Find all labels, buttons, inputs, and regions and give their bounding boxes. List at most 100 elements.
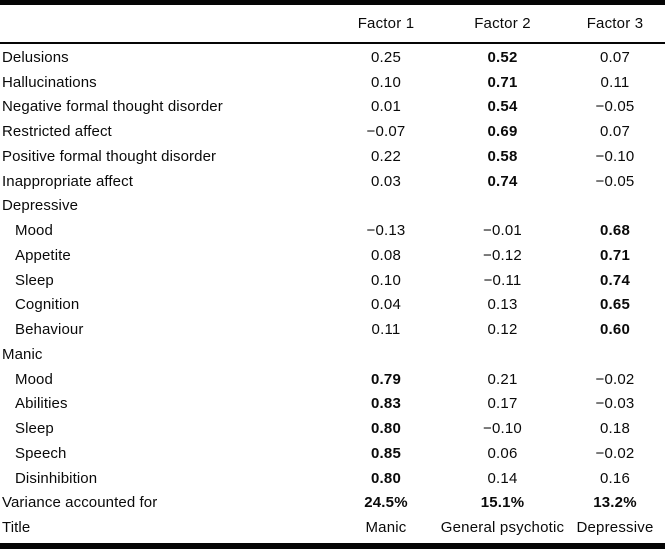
cell-value: 0.14	[487, 469, 518, 487]
cell-value: 0.83	[371, 395, 401, 413]
cell-value: 0.71	[600, 246, 630, 264]
row-label: Cognition	[15, 296, 80, 314]
row-label: Appetite	[15, 246, 71, 264]
cell-value: 0.21	[487, 370, 518, 388]
table-row: Disinhibition 0.80 0.14 0.16	[0, 466, 665, 491]
table-row: Sleep 0.10 −0.11 0.74	[0, 268, 665, 293]
row-label: Depressive	[2, 197, 79, 215]
cell-value: 0.11	[371, 321, 401, 339]
row-label: Sleep	[15, 420, 54, 438]
section-row: Depressive	[0, 194, 665, 219]
table-row: Mood −0.13 −0.01 0.68	[0, 218, 665, 243]
table-row: Hallucinations 0.10 0.71 0.11	[0, 70, 665, 95]
row-label: Manic	[2, 345, 43, 363]
cell-value: 0.17	[487, 395, 518, 413]
row-label: Sleep	[15, 271, 54, 289]
cell-value: 13.2%	[593, 494, 637, 512]
table-row: Inappropriate affect 0.03 0.74 −0.05	[0, 169, 665, 194]
row-label: Positive formal thought disorder	[2, 147, 217, 165]
cell-value: Depressive	[576, 519, 654, 537]
table-row: Mood 0.79 0.21 −0.02	[0, 367, 665, 392]
table-row: Abilities 0.83 0.17 −0.03	[0, 392, 665, 417]
row-label: Restricted affect	[2, 123, 112, 141]
cell-value: 0.79	[371, 370, 401, 388]
cell-value: −0.10	[483, 420, 522, 438]
cell-value: 0.01	[371, 98, 401, 116]
cell-value: 0.74	[487, 172, 518, 190]
cell-value: 0.65	[600, 296, 630, 314]
cell-value: 0.06	[487, 444, 518, 462]
cell-value: 0.25	[371, 48, 401, 66]
cell-value: −0.03	[595, 395, 635, 413]
row-label: Behaviour	[15, 321, 84, 339]
cell-value: 0.18	[600, 420, 630, 438]
row-label: Hallucinations	[2, 73, 97, 91]
cell-value: 0.80	[371, 469, 401, 487]
cell-value: Manic	[365, 519, 407, 537]
cell-value: −0.05	[595, 98, 635, 116]
table-row: Cognition 0.04 0.13 0.65	[0, 293, 665, 318]
row-label: Inappropriate affect	[2, 172, 133, 190]
cell-value: −0.13	[366, 222, 406, 240]
row-label: Disinhibition	[15, 469, 98, 487]
cell-value: 0.58	[487, 147, 518, 165]
table-row: Delusions 0.25 0.52 0.07	[0, 45, 665, 70]
column-header-factor-2: Factor 2	[474, 15, 531, 32]
cell-value: −0.10	[595, 147, 635, 165]
table-bottom-rule	[0, 543, 665, 549]
cell-value: −0.07	[366, 123, 406, 141]
cell-value: 0.85	[371, 444, 401, 462]
table-header-row: Factor 1 Factor 2 Factor 3	[0, 5, 665, 44]
cell-value: −0.01	[483, 222, 522, 240]
cell-value: 0.03	[371, 172, 401, 190]
cell-value: −0.11	[483, 271, 522, 289]
table-row: Speech 0.85 0.06 −0.02	[0, 441, 665, 466]
cell-value: −0.12	[483, 246, 522, 264]
section-row: Manic	[0, 342, 665, 367]
cell-value: 0.71	[487, 73, 518, 91]
cell-value: 0.08	[371, 246, 401, 264]
cell-value: 0.16	[600, 469, 630, 487]
cell-value: −0.02	[595, 444, 635, 462]
row-label: Abilities	[15, 395, 68, 413]
cell-value: −0.02	[595, 370, 635, 388]
cell-value: −0.05	[595, 172, 635, 190]
cell-value: 0.13	[487, 296, 518, 314]
cell-value: 0.68	[600, 222, 630, 240]
table-row: Variance accounted for 24.5% 15.1% 13.2%	[0, 491, 665, 516]
row-label: Speech	[15, 444, 67, 462]
cell-value: 0.11	[600, 73, 630, 91]
table-row: Sleep 0.80 −0.10 0.18	[0, 416, 665, 441]
cell-value: 15.1%	[480, 494, 525, 512]
table-row: Title Manic General psychotic Depressive	[0, 515, 665, 540]
row-label: Negative formal thought disorder	[2, 98, 223, 116]
cell-value: 0.04	[371, 296, 401, 314]
cell-value: 0.54	[487, 98, 518, 116]
table-body: Delusions 0.25 0.52 0.07 Hallucinations 0.10 0…	[0, 44, 665, 540]
table-top-rule	[0, 0, 665, 5]
cell-value: 0.74	[600, 271, 630, 289]
column-header-factor-1: Factor 1	[357, 15, 415, 32]
cell-value: General psychotic	[440, 519, 565, 537]
cell-value: 0.07	[600, 123, 630, 141]
table-row: Negative formal thought disorder 0.01 0.54…	[0, 95, 665, 120]
table-row: Appetite 0.08 −0.12 0.71	[0, 243, 665, 268]
table-row: Restricted affect −0.07 0.69 0.07	[0, 119, 665, 144]
table-row: Positive formal thought disorder 0.22 0.58…	[0, 144, 665, 169]
cell-value: 0.52	[487, 48, 518, 66]
cell-value: 24.5%	[364, 494, 408, 512]
table-row: Behaviour 0.11 0.12 0.60	[0, 317, 665, 342]
row-label: Variance accounted for	[2, 494, 158, 512]
row-label: Delusions	[2, 48, 69, 66]
row-label: Mood	[15, 222, 53, 240]
cell-value: 0.10	[371, 271, 401, 289]
cell-value: 0.07	[600, 48, 630, 66]
cell-value: 0.10	[371, 73, 401, 91]
column-header-factor-3: Factor 3	[586, 15, 644, 32]
row-label: Mood	[15, 370, 53, 388]
cell-value: 0.12	[487, 321, 518, 339]
cell-value: 0.60	[600, 321, 630, 339]
cell-value: 0.22	[371, 147, 401, 165]
cell-value: 0.80	[371, 420, 401, 438]
cell-value: 0.69	[487, 123, 518, 141]
